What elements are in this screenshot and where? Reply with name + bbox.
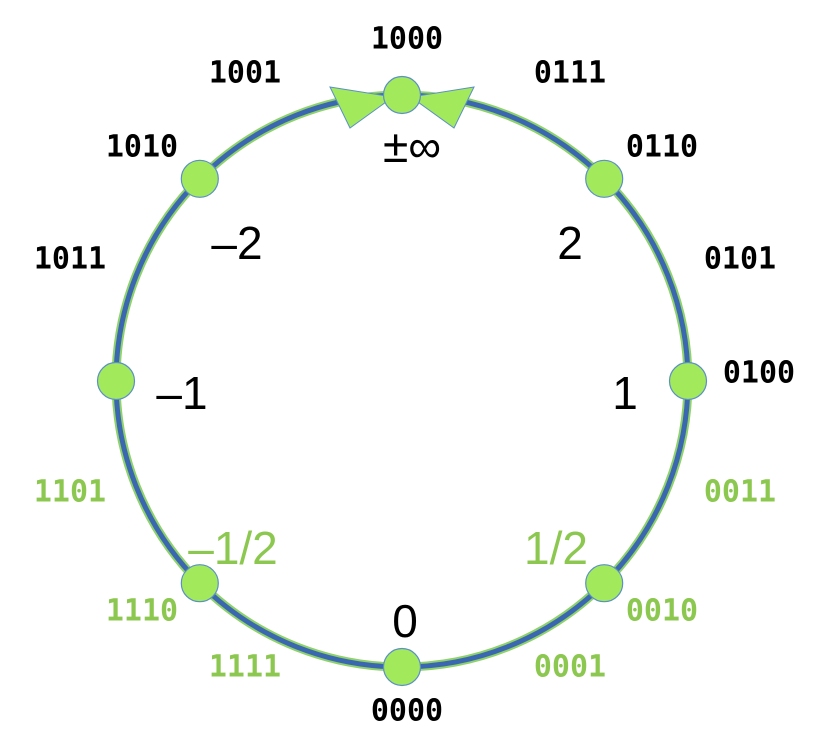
value-label-two: 2	[557, 217, 583, 269]
node-two	[585, 159, 624, 198]
right-arrowhead	[409, 86, 475, 129]
node-zero	[382, 647, 422, 687]
bit-label-1110: 1110	[106, 594, 178, 629]
node-inf	[382, 75, 422, 115]
bit-label-1001: 1001	[209, 56, 281, 91]
values-layer: ±∞ 2 1 1/2 0 –1/2 –1 –2	[156, 120, 637, 647]
node-one	[668, 361, 708, 401]
node-neg-two	[180, 159, 219, 198]
bit-label-0100: 0100	[723, 356, 795, 391]
bit-label-0111: 0111	[534, 56, 606, 91]
value-label-one: 1	[612, 367, 638, 419]
value-label-neg-two: –2	[211, 217, 262, 269]
bit-label-0010: 0010	[626, 594, 698, 629]
bit-label-0101: 0101	[704, 242, 776, 277]
node-neg-half	[180, 564, 219, 603]
bit-label-0110: 0110	[626, 130, 698, 165]
bits-layer: 1000011101100101010000110010000100001111…	[34, 22, 795, 729]
value-label-half: 1/2	[524, 522, 588, 574]
bit-label-1011: 1011	[34, 242, 106, 277]
bit-label-0000: 0000	[371, 694, 443, 729]
node-neg-one	[96, 361, 136, 401]
bit-label-1111: 1111	[209, 650, 281, 685]
bit-label-1000: 1000	[371, 22, 443, 57]
bit-label-1101: 1101	[34, 475, 106, 510]
bit-label-0001: 0001	[534, 650, 606, 685]
value-label-neg-one: –1	[156, 367, 207, 419]
left-arrowhead	[329, 86, 395, 129]
node-half	[585, 564, 624, 603]
value-label-zero: 0	[392, 595, 418, 647]
bit-label-1010: 1010	[106, 130, 178, 165]
value-label-inf: ±∞	[383, 120, 441, 172]
nodes-layer	[96, 75, 708, 687]
value-label-neg-half: –1/2	[188, 522, 278, 574]
bit-label-0011: 0011	[704, 475, 776, 510]
